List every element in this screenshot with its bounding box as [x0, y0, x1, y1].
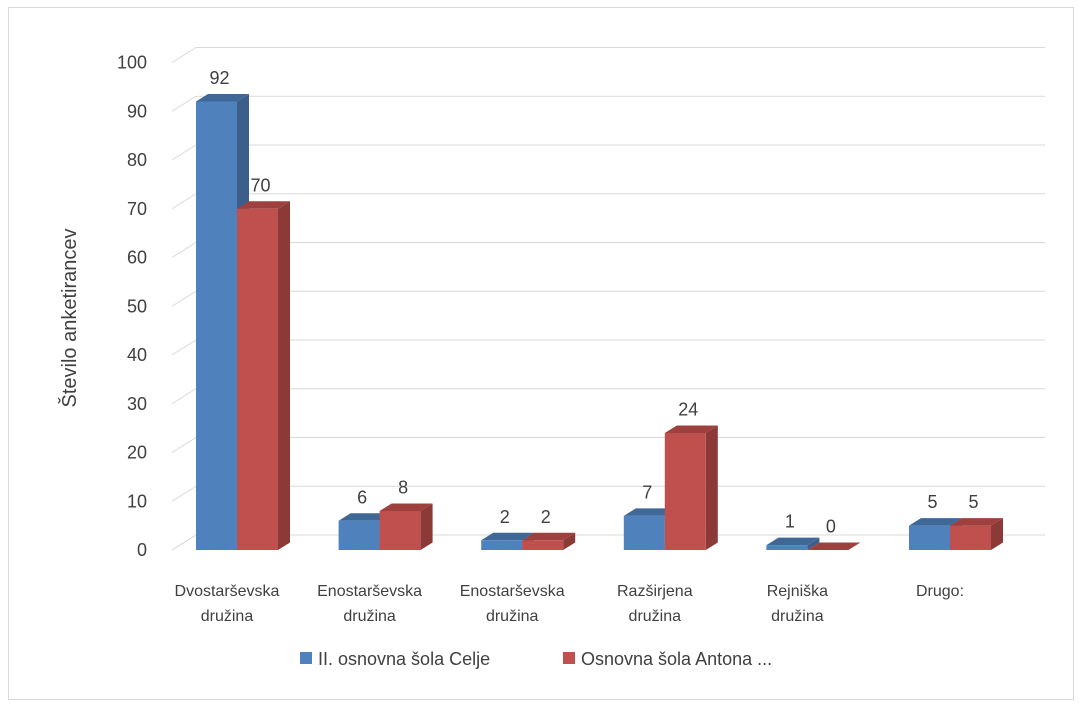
y-tick-label: 100: [117, 53, 147, 73]
y-tick-label: 40: [127, 345, 147, 365]
data-label: 7: [642, 482, 652, 502]
bar[interactable]: [766, 545, 808, 550]
data-label: 2: [500, 507, 510, 527]
bar[interactable]: [623, 515, 665, 550]
bar-top: [807, 542, 861, 550]
gridline: [171, 95, 1045, 112]
gridline: [171, 339, 1045, 356]
legend-swatch: [563, 652, 575, 664]
x-category-label: družina: [629, 608, 682, 625]
bar[interactable]: [522, 540, 564, 550]
y-tick-label: 30: [127, 394, 147, 414]
data-label: 70: [250, 175, 270, 195]
bar[interactable]: [909, 525, 950, 550]
bar-top: [338, 513, 392, 521]
bar-top: [623, 508, 677, 516]
bar-side: [563, 532, 576, 550]
data-label: 8: [398, 478, 408, 498]
data-label: 2: [541, 507, 551, 527]
bar-side: [991, 518, 1003, 550]
bar-side: [420, 503, 433, 550]
x-category-label: Drugo:: [916, 583, 964, 600]
y-tick-label: 70: [127, 199, 147, 219]
bar-top: [196, 94, 249, 102]
x-category-label: Rejniška: [767, 583, 828, 600]
gridline: [171, 144, 1045, 161]
gridline: [171, 47, 1045, 63]
x-category-label: Dvostarševska: [175, 583, 280, 600]
y-axis-title: Število anketirancev: [58, 229, 81, 408]
legend-label: II. osnovna šola Celje: [318, 649, 490, 669]
legend-swatch: [300, 652, 312, 664]
bar-top: [664, 425, 718, 433]
gridline: [171, 388, 1045, 405]
gridline: [171, 485, 1045, 502]
gridline: [171, 193, 1045, 210]
y-tick-label: 60: [127, 248, 147, 268]
bar-side: [807, 537, 820, 550]
y-tick-label: 50: [127, 296, 147, 316]
bar[interactable]: [481, 540, 523, 550]
data-label: 24: [678, 400, 698, 420]
y-tick-label: 80: [127, 150, 147, 170]
x-category-label: družina: [771, 608, 824, 625]
bar-top: [379, 503, 433, 511]
bar-top: [950, 518, 1003, 526]
data-label: 1: [785, 512, 795, 532]
bar-top: [766, 537, 820, 546]
data-label: 92: [209, 68, 229, 88]
bar-top: [481, 532, 535, 541]
bar[interactable]: [664, 433, 706, 550]
y-tick-label: 0: [137, 540, 147, 560]
data-label: 0: [826, 517, 836, 537]
data-label: 6: [357, 487, 367, 507]
chart-frame: [8, 7, 1074, 700]
x-category-label: družina: [486, 608, 539, 625]
gridline: [171, 290, 1045, 307]
x-category-label: družina: [343, 608, 396, 625]
data-label: 5: [968, 492, 978, 512]
gridline: [171, 437, 1045, 453]
x-category-label: Enostarševska: [460, 583, 565, 600]
x-category-label: Razširjena: [617, 583, 693, 600]
y-tick-label: 20: [127, 443, 147, 463]
bar-side: [705, 425, 718, 550]
bar-top: [522, 532, 576, 541]
y-tick-label: 10: [127, 491, 147, 511]
y-tick-label: 90: [127, 101, 147, 121]
data-label: 5: [927, 492, 937, 512]
bar[interactable]: [379, 511, 421, 550]
x-category-label: Enostarševska: [317, 583, 422, 600]
bar[interactable]: [237, 208, 278, 550]
gridline: [171, 242, 1045, 258]
bar-side: [278, 201, 290, 550]
x-category-label: družina: [201, 608, 254, 625]
legend-label: Osnovna šola Antona ...: [581, 649, 772, 669]
bar[interactable]: [338, 520, 380, 550]
bar[interactable]: [950, 525, 991, 550]
bar-top: [909, 518, 962, 526]
bar[interactable]: [196, 101, 237, 551]
bar-top: [237, 201, 290, 209]
